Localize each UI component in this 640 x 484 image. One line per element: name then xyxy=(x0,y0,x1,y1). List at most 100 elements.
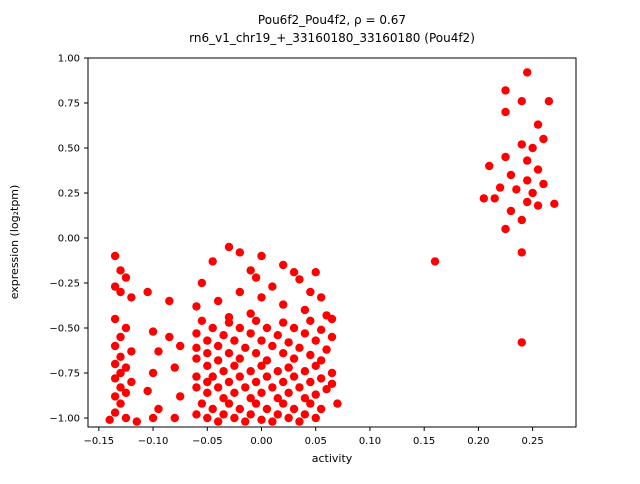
data-point xyxy=(506,206,516,216)
data-point xyxy=(213,356,223,365)
data-point xyxy=(213,296,223,306)
data-point xyxy=(533,120,543,129)
data-point xyxy=(300,305,310,315)
data-point xyxy=(116,352,125,361)
x-axis-ticks: −0.15 −0.10 −0.05 0.00 0.05 0.10 0.15 0.20 0.25 xyxy=(84,427,544,447)
data-point xyxy=(235,248,245,257)
data-point xyxy=(110,341,120,351)
data-point xyxy=(203,377,212,387)
data-point xyxy=(121,413,131,423)
data-point xyxy=(116,287,125,297)
y-axis-ticks: −1.00 −0.75 −0.50 −0.25 0.00 0.25 0.50 0.75 1.00 xyxy=(49,54,88,425)
data-point xyxy=(213,417,223,426)
data-point xyxy=(327,368,337,378)
data-point xyxy=(306,377,315,387)
data-point xyxy=(192,372,201,381)
y-tick-label: 0.25 xyxy=(58,189,80,200)
data-point xyxy=(311,268,320,277)
x-axis-label: activity xyxy=(312,452,353,465)
data-point xyxy=(279,318,288,327)
data-point xyxy=(224,242,234,252)
chart-title-line1: Pou6f2_Pou4f2, ρ = 0.67 xyxy=(258,13,406,27)
data-point xyxy=(539,179,548,189)
data-point xyxy=(110,314,120,324)
data-point xyxy=(219,410,228,419)
data-point xyxy=(300,394,310,403)
data-point xyxy=(289,404,299,414)
data-point xyxy=(262,323,272,333)
data-point xyxy=(175,341,185,351)
data-point xyxy=(127,377,136,387)
data-point xyxy=(322,385,331,394)
data-point xyxy=(224,377,234,387)
data-point xyxy=(268,282,277,291)
chart-title-line2: rn6_v1_chr19_+_33160180_33160180 (Pou4f2… xyxy=(189,31,475,45)
data-point xyxy=(523,197,532,207)
data-point xyxy=(512,185,521,194)
data-point xyxy=(165,296,174,306)
data-point xyxy=(116,332,125,342)
data-point xyxy=(257,361,266,370)
data-point xyxy=(517,215,526,225)
data-point xyxy=(523,156,532,165)
data-point xyxy=(333,399,342,408)
data-point xyxy=(192,410,201,419)
data-point xyxy=(550,199,559,208)
x-tick-label: 0.10 xyxy=(359,436,381,447)
data-point xyxy=(279,300,288,309)
data-point xyxy=(230,413,239,423)
data-point xyxy=(246,309,255,318)
data-point xyxy=(170,363,179,372)
y-axis-label: expression (log₂tpm) xyxy=(8,185,21,300)
data-point xyxy=(257,388,266,397)
data-point xyxy=(257,251,266,261)
data-point xyxy=(501,224,510,234)
x-tick-label: −0.15 xyxy=(84,436,115,447)
data-point xyxy=(430,257,440,266)
y-tick-label: −0.25 xyxy=(49,279,80,290)
data-point xyxy=(127,293,136,302)
data-point xyxy=(289,268,299,277)
data-point xyxy=(279,349,288,358)
data-point xyxy=(251,377,261,387)
data-point xyxy=(262,356,272,365)
data-point xyxy=(523,68,532,77)
data-point xyxy=(517,97,526,106)
data-points-group xyxy=(105,68,559,426)
data-point xyxy=(105,415,114,424)
data-point xyxy=(257,293,266,302)
data-point xyxy=(479,194,489,203)
data-point xyxy=(224,318,234,327)
data-point xyxy=(295,383,304,392)
data-point xyxy=(268,417,277,426)
data-point xyxy=(230,388,239,397)
data-point xyxy=(262,404,272,414)
data-point xyxy=(170,413,179,423)
data-point xyxy=(213,341,223,351)
data-point xyxy=(268,341,277,351)
x-tick-label: 0.20 xyxy=(467,436,489,447)
data-point xyxy=(110,282,120,291)
data-point xyxy=(224,349,234,358)
data-point xyxy=(327,314,337,324)
data-point xyxy=(219,394,228,403)
data-point xyxy=(284,413,293,423)
data-point xyxy=(241,343,250,352)
data-point xyxy=(230,336,239,345)
x-tick-label: 0.15 xyxy=(413,436,435,447)
x-tick-label: 0.05 xyxy=(305,436,327,447)
data-point xyxy=(192,354,201,363)
data-point xyxy=(485,161,494,171)
data-point xyxy=(192,343,201,352)
y-tick-label: 0.75 xyxy=(58,99,80,110)
data-point xyxy=(235,323,245,333)
x-tick-label: −0.05 xyxy=(192,436,223,447)
data-point xyxy=(289,354,299,363)
data-point xyxy=(235,404,245,414)
data-point xyxy=(246,266,255,275)
data-point xyxy=(506,170,516,180)
data-point xyxy=(148,368,158,378)
data-point xyxy=(110,408,120,417)
